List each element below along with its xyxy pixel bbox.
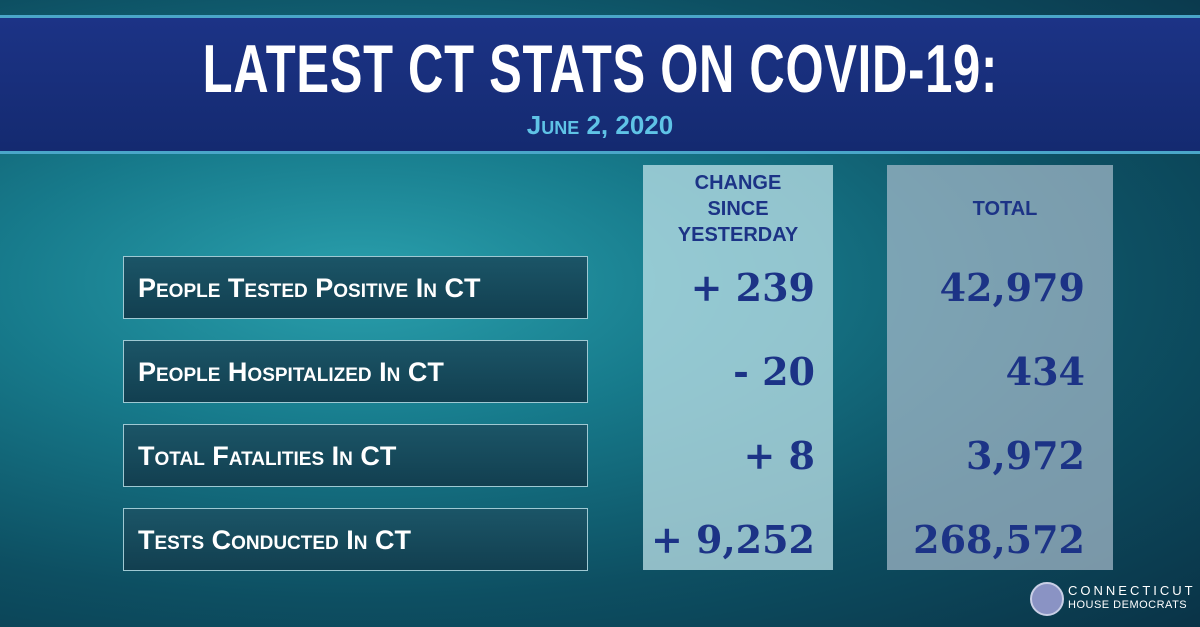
- change-value: - 20: [733, 349, 815, 394]
- total-value: 434: [1005, 349, 1085, 394]
- row-label: Total Fatalities In CT: [123, 424, 588, 487]
- header-band: [0, 15, 1200, 154]
- title-wrap: LATEST CT STATS ON COVID-19:: [0, 30, 1200, 108]
- column-header: TOTAL: [972, 198, 1038, 220]
- title: LATEST CT STATS ON COVID-19:: [202, 31, 998, 107]
- row-label: People Hospitalized In CT: [123, 340, 588, 403]
- change-value: + 239: [690, 265, 815, 310]
- change-value: + 8: [743, 433, 815, 478]
- column-header: CHANGE SINCE YESTERDAY: [677, 172, 799, 246]
- row-label: Tests Conducted In CT: [123, 508, 588, 571]
- logo-seal: [1030, 582, 1064, 616]
- change-column: [643, 165, 833, 570]
- row-label: People Tested Positive In CT: [123, 256, 588, 319]
- logo-subtitle: HOUSE DEMOCRATS: [1068, 599, 1188, 611]
- date: June 2, 2020: [526, 110, 674, 140]
- total-column: [887, 165, 1113, 570]
- logo: CONNECTICUT HOUSE DEMOCRATS: [1030, 580, 1200, 616]
- total-value: 268,572: [913, 517, 1085, 562]
- total-value: 42,979: [939, 265, 1085, 310]
- total-value: 3,972: [966, 433, 1085, 478]
- change-value: + 9,252: [650, 517, 815, 562]
- logo-name: CONNECTICUT: [1068, 583, 1196, 598]
